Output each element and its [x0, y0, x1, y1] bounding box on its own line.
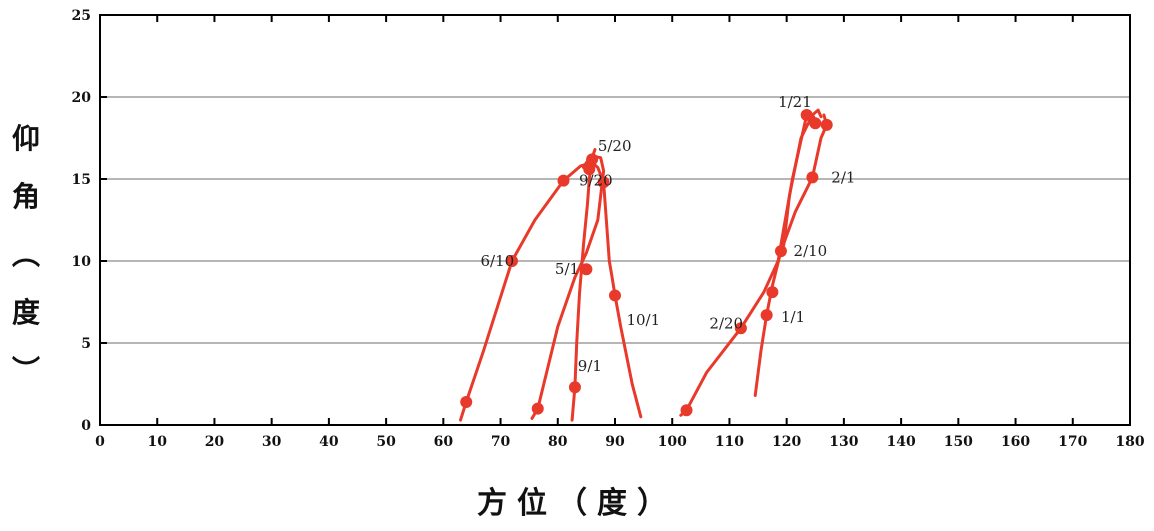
y-tick-label: 0 — [81, 418, 91, 434]
data-point — [597, 176, 610, 189]
data-point — [609, 289, 621, 302]
x-tick-label: 20 — [205, 434, 225, 450]
y-tick-label: 15 — [72, 172, 91, 188]
data-point — [568, 381, 581, 394]
x-tick-label: 50 — [376, 434, 396, 450]
data-point — [583, 163, 596, 176]
y-axis-title-char: ︶ — [11, 354, 40, 387]
data-point — [734, 322, 747, 335]
data-point — [806, 171, 819, 184]
data-point — [531, 402, 544, 415]
y-axis-title-char: 度 — [11, 296, 40, 329]
series-line — [773, 108, 823, 271]
data-point — [820, 118, 833, 131]
data-point — [506, 255, 518, 267]
x-tick-label: 60 — [434, 434, 454, 450]
data-point — [580, 263, 593, 276]
data-label: 9/1 — [578, 357, 602, 375]
x-tick-label: 160 — [1001, 434, 1030, 450]
x-tick-label: 30 — [262, 434, 282, 450]
y-axis-title-char: ︵ — [11, 238, 40, 271]
x-tick-label: 120 — [772, 434, 801, 450]
data-point — [460, 396, 473, 409]
series-line — [530, 154, 606, 420]
data-point — [760, 309, 773, 322]
y-tick-label: 10 — [72, 254, 92, 270]
series-line — [459, 161, 643, 422]
series-line — [753, 113, 829, 397]
data-markers — [460, 109, 833, 417]
data-point — [680, 404, 693, 417]
x-tick-label: 0 — [95, 434, 105, 450]
x-tick-label: 80 — [548, 434, 568, 450]
x-tick-label: 150 — [944, 434, 973, 450]
data-label: 1/1 — [781, 308, 805, 326]
y-tick-label: 25 — [72, 8, 91, 24]
x-tick-label: 130 — [829, 434, 858, 450]
y-axis-title-char: 角 — [11, 180, 40, 213]
data-label: 9/20 — [579, 172, 613, 190]
data-label: 2/20 — [709, 314, 743, 332]
y-axis-title-char: 仰 — [11, 122, 40, 155]
y-tick-label: 5 — [81, 336, 91, 352]
data-label: 10/1 — [626, 311, 660, 329]
x-tick-label: 100 — [658, 434, 687, 450]
data-label: 1/21 — [778, 93, 812, 111]
x-tick-label: 140 — [886, 434, 915, 450]
data-point — [800, 109, 813, 122]
data-point — [766, 286, 779, 299]
x-tick-label: 70 — [491, 434, 511, 450]
x-axis-title: 方位（度） — [477, 486, 677, 521]
data-point — [774, 245, 787, 258]
x-tick-labels: 0 10 20 30 40 50 60 70 80 90 100 110 120 130 140 150 160… — [95, 434, 1145, 450]
data-point — [557, 174, 570, 187]
x-tick-label: 170 — [1058, 434, 1087, 450]
x-tick-label: 110 — [715, 434, 744, 450]
x-tick-label: 90 — [605, 434, 625, 450]
y-tick-labels: 0 5 10 15 20 25 — [72, 8, 92, 434]
x-tick-label: 40 — [319, 434, 339, 450]
data-point — [809, 117, 822, 130]
data-point — [586, 153, 599, 166]
data-annotations: 5/20 9/20 6/10 5/1 10/1 9/1 1/21 2/1 2/10 2/20 1/1 — [481, 93, 856, 375]
data-label: 5/20 — [598, 137, 632, 155]
data-label: 2/1 — [831, 168, 855, 186]
data-label: 5/1 — [555, 260, 579, 278]
x-tick-label: 10 — [147, 434, 167, 450]
data-label: 2/10 — [794, 242, 828, 260]
gridlines — [100, 96, 1130, 344]
y-tick-label: 20 — [72, 90, 92, 106]
series-line — [570, 148, 597, 422]
x-tick-label: 180 — [1115, 434, 1144, 450]
y-axis-title: 仰 角 ︵ 度 ︶ — [6, 110, 46, 400]
tick-marks — [99, 14, 1131, 426]
plot-area-frame — [99, 14, 1131, 426]
data-label: 6/10 — [481, 252, 515, 270]
